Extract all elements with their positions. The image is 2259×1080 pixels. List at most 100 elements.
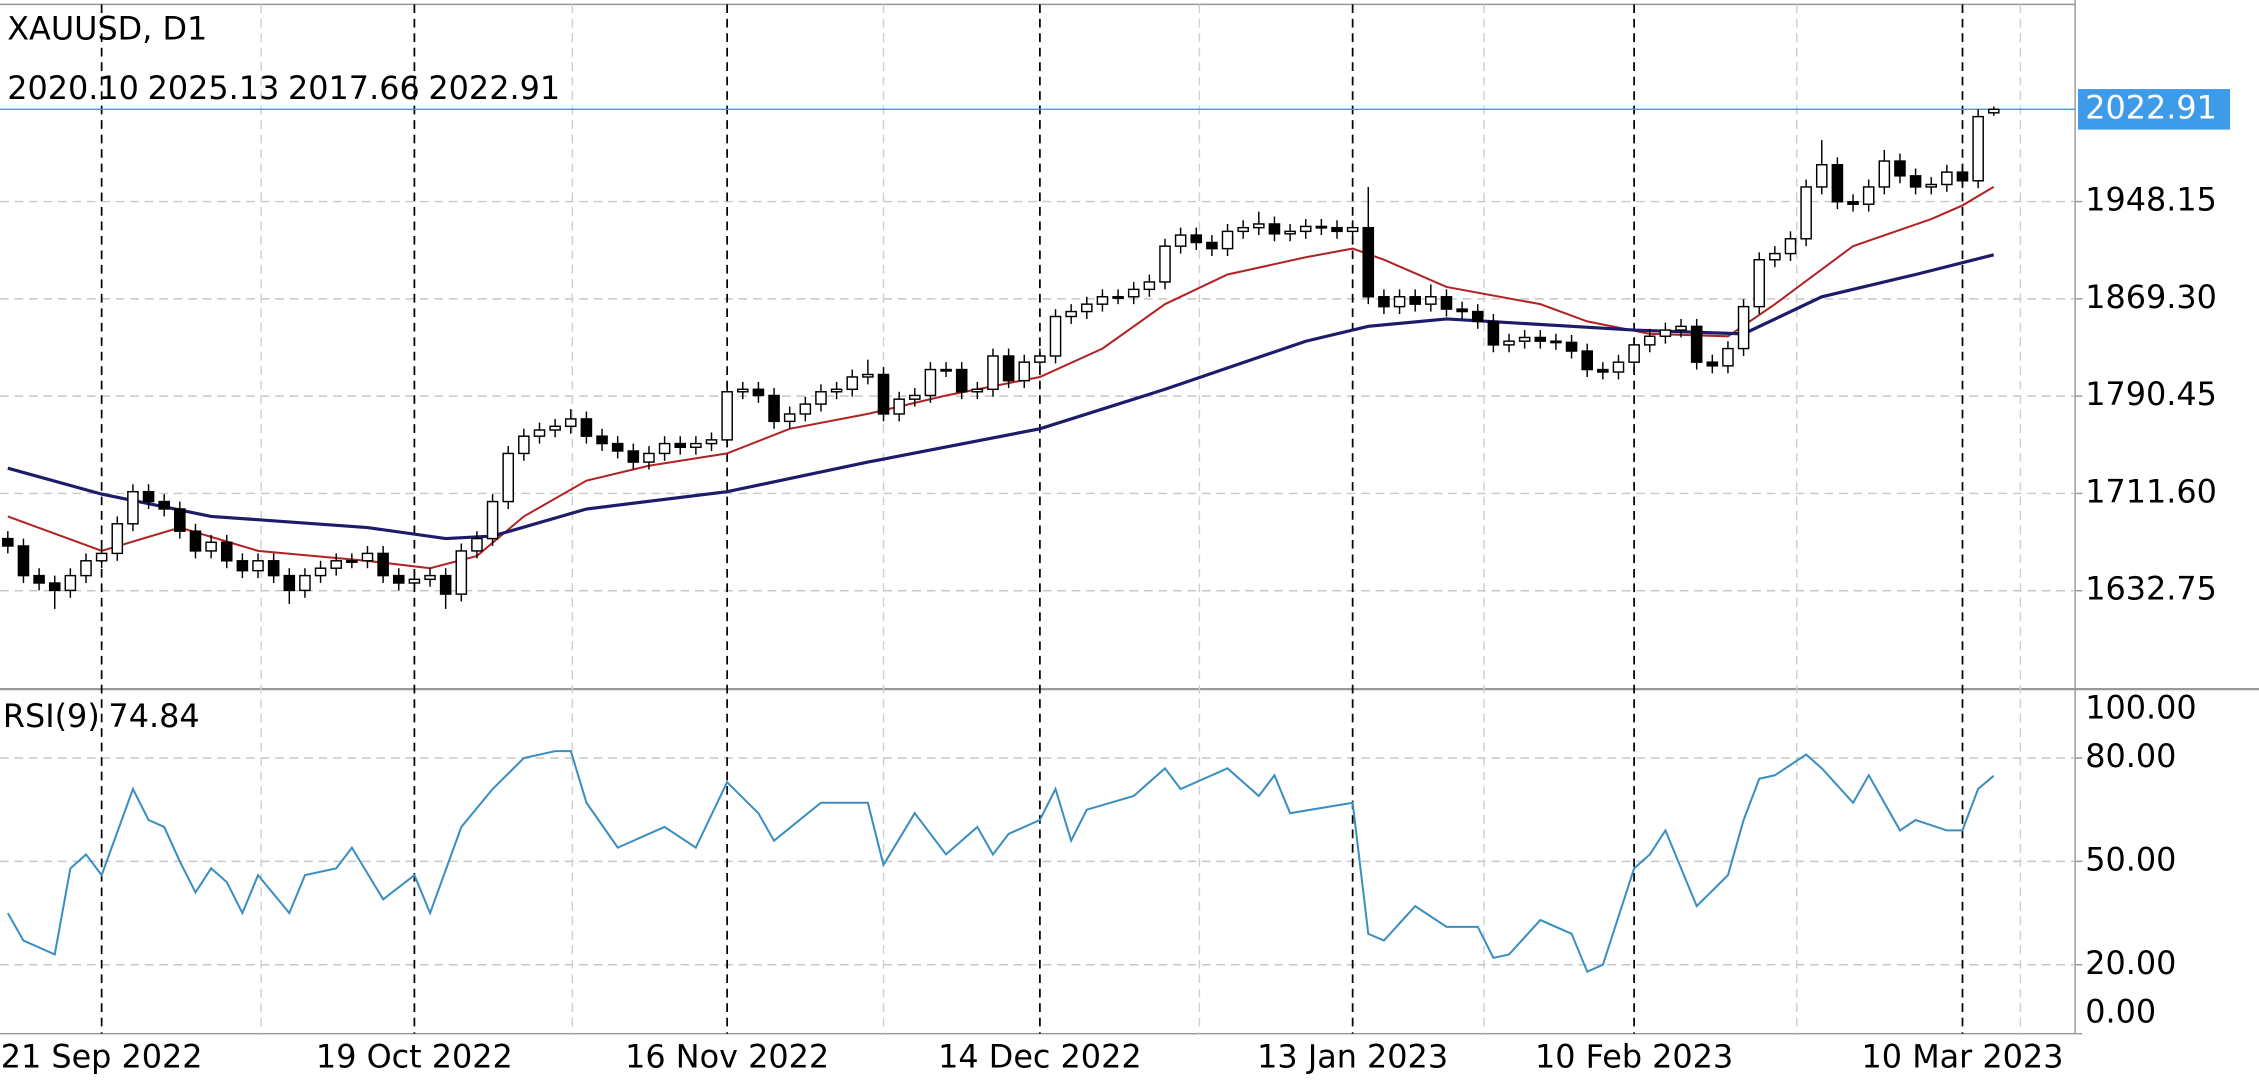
candle-body [267, 560, 280, 577]
candle-body [2, 537, 14, 547]
candle-body [1221, 230, 1234, 250]
last-price-label: 2022.91 [2085, 88, 2217, 126]
candle-body [1315, 225, 1328, 229]
candle-body [1550, 340, 1562, 344]
y-tick-label: 1869.30 [2085, 278, 2217, 316]
candle-body [111, 523, 124, 555]
candle-body [17, 545, 30, 577]
candle-body [955, 368, 968, 393]
y-tick-label: 1948.15 [2085, 181, 2217, 219]
candle-body [1393, 296, 1406, 308]
candle-body [1331, 226, 1343, 233]
candle-body [627, 450, 640, 463]
candle-body [1034, 355, 1046, 363]
candle-body [1565, 341, 1578, 352]
candle-body [330, 560, 342, 569]
candle-body [1690, 325, 1703, 363]
candle-body [1831, 164, 1844, 203]
candle-body [1237, 226, 1249, 233]
candle-body [1800, 186, 1812, 240]
candle-body [283, 574, 296, 592]
candle-body [1002, 355, 1015, 382]
candle-body [893, 398, 905, 415]
candle-body [1127, 288, 1140, 298]
candle-body [1628, 344, 1640, 363]
candle-body [1409, 296, 1421, 305]
candle-body [439, 574, 452, 595]
candle-body [1206, 241, 1218, 250]
candle-body [752, 388, 765, 397]
candle-body [1878, 160, 1891, 188]
y-tick-label: 1632.75 [2085, 570, 2217, 608]
candle-body [862, 373, 874, 378]
candle-body [846, 376, 859, 391]
candle-body [658, 442, 671, 455]
moving-average [7, 253, 1995, 541]
candle-body [142, 490, 155, 503]
candle-body [158, 500, 170, 510]
y-tick-label: 1790.45 [2085, 375, 2217, 413]
rsi-last-value: 74.84 [108, 697, 199, 735]
candle-body [1081, 303, 1093, 313]
high-label: 2025.13 [148, 69, 280, 107]
rsi-y-tick-label: 0.00 [2085, 992, 2156, 1030]
rsi-header: RSI(9) 74.84 [3, 697, 200, 735]
candle-body [1425, 296, 1437, 305]
candle-body [33, 574, 45, 584]
x-tick-label: 19 Oct 2022 [316, 1037, 513, 1075]
candle-body [1159, 245, 1171, 283]
candle-body [518, 435, 530, 455]
candle-body [486, 500, 499, 540]
candle-body [252, 560, 264, 572]
candle-body [1753, 259, 1766, 308]
candle-body [392, 574, 405, 584]
candle-body [1268, 223, 1281, 235]
candle-body [830, 388, 843, 393]
candle-body [1581, 350, 1593, 371]
candle-body [1456, 308, 1468, 313]
candle-body [1909, 175, 1922, 188]
candle-body [940, 368, 952, 372]
candle-body [1925, 183, 1938, 188]
candle-body [705, 439, 718, 445]
candle-body [346, 560, 358, 563]
candle-body [48, 582, 61, 592]
low-label: 2017.66 [288, 69, 420, 107]
candle-body [64, 574, 77, 592]
candle-body [127, 490, 139, 525]
candle-body [1190, 234, 1203, 244]
y-tick-label: 1711.60 [2085, 472, 2217, 510]
candle-body [377, 552, 389, 577]
candle-body [1784, 238, 1797, 255]
candle-body [1487, 320, 1500, 346]
candle-body [987, 355, 999, 391]
candle-body [1518, 336, 1531, 342]
candle-body [564, 418, 577, 428]
candle-body [95, 552, 108, 562]
candle-body [1143, 281, 1156, 291]
ohlc-header: 2020.10 2025.13 2017.66 2022.91 [7, 69, 560, 107]
candle-body [80, 560, 92, 577]
candle-body [799, 403, 812, 415]
x-tick-label: 10 Mar 2023 [1862, 1037, 2064, 1075]
rsi-y-tick-label: 80.00 [2085, 737, 2176, 775]
candle-body [549, 425, 561, 431]
candle-body [1737, 305, 1750, 350]
candle-body [1362, 226, 1375, 298]
rsi-y-tick-label: 20.00 [2085, 944, 2176, 982]
close-label: 2022.91 [428, 69, 560, 107]
x-tick-label: 21 Sep 2022 [1, 1037, 203, 1075]
plot-layer: 1632.75 1711.60 1790.45 1869.30 1948.15 100.0… [0, 4, 2231, 1075]
rsi-line [6, 750, 1995, 974]
candle-body [1534, 336, 1547, 342]
candle-body [596, 435, 608, 445]
candle-body [768, 394, 780, 423]
candle-body [643, 452, 655, 463]
candle-body [971, 388, 984, 393]
candle-body [1722, 347, 1734, 367]
candle-body [611, 442, 624, 452]
candle-body [1065, 310, 1077, 318]
candle-body [1847, 201, 1859, 205]
open-label: 2020.10 [7, 69, 139, 107]
